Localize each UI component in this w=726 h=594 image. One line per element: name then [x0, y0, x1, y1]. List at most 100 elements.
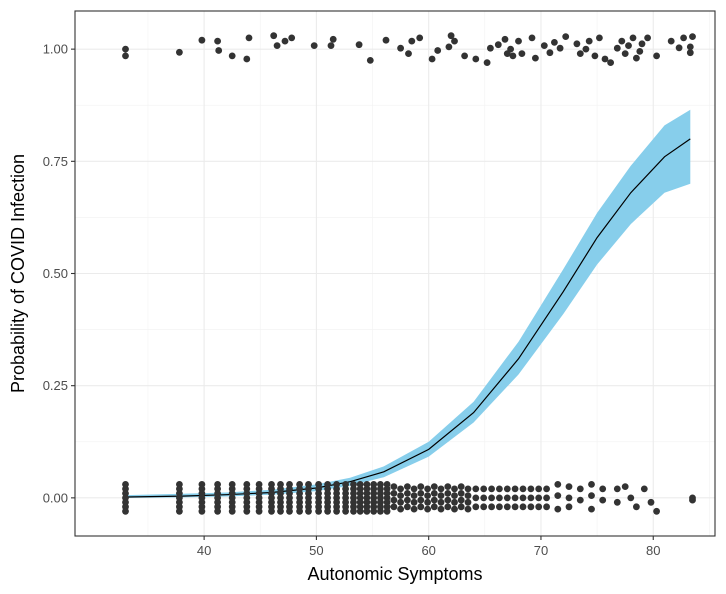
data-point — [417, 496, 425, 504]
x-tick-label: 60 — [421, 543, 435, 558]
data-point — [576, 50, 584, 57]
data-point — [554, 481, 562, 488]
data-point — [451, 505, 458, 513]
x-tick-label: 50 — [309, 543, 323, 558]
data-point — [437, 505, 445, 513]
data-point — [268, 507, 275, 515]
data-point — [599, 496, 607, 504]
data-point — [633, 503, 640, 511]
fit-line — [125, 138, 691, 498]
data-point — [618, 37, 626, 45]
x-tick-label: 70 — [534, 543, 548, 558]
data-point — [410, 492, 418, 499]
data-point — [519, 494, 527, 502]
data-point — [582, 45, 590, 53]
data-point — [627, 494, 635, 502]
data-point — [445, 43, 453, 51]
data-point — [176, 507, 183, 515]
data-point — [576, 496, 584, 504]
data-point — [417, 490, 425, 497]
data-point — [503, 494, 511, 502]
data-point — [451, 492, 458, 499]
data-point — [638, 40, 646, 48]
data-point — [543, 494, 550, 502]
data-point — [370, 507, 378, 515]
data-point — [424, 492, 431, 499]
data-point — [457, 496, 465, 504]
data-point — [540, 42, 548, 49]
data-point — [390, 496, 398, 504]
data-point — [588, 505, 595, 513]
data-point — [410, 485, 418, 493]
data-point — [404, 483, 411, 490]
data-point — [686, 49, 694, 57]
data-point — [397, 498, 404, 506]
data-point — [366, 57, 374, 64]
data-point — [245, 34, 253, 42]
data-point — [397, 44, 404, 52]
data-point — [430, 490, 438, 497]
data-point — [515, 37, 522, 45]
data-point — [480, 494, 488, 502]
data-point — [599, 485, 607, 493]
data-point — [410, 505, 418, 513]
data-point — [496, 485, 503, 493]
data-point — [428, 55, 436, 63]
y-tick-label: 0.75 — [43, 154, 68, 169]
data-point — [444, 496, 452, 504]
data-point — [675, 44, 683, 52]
data-point — [176, 48, 183, 56]
fit-line-group — [125, 138, 691, 498]
data-point — [488, 485, 495, 493]
data-point — [397, 485, 404, 493]
data-point — [390, 483, 398, 490]
data-point — [556, 44, 564, 52]
data-point — [277, 507, 284, 515]
data-point — [214, 507, 222, 515]
data-point — [480, 485, 488, 493]
y-axis-title: Probability of COVID Infection — [8, 154, 28, 393]
data-point — [621, 50, 629, 57]
x-tick-label: 40 — [197, 543, 211, 558]
data-point — [511, 485, 519, 493]
data-point — [228, 507, 236, 515]
data-point — [647, 498, 655, 506]
data-point — [667, 37, 675, 45]
data-point — [644, 34, 651, 42]
data-point — [607, 59, 614, 66]
data-point — [305, 507, 312, 515]
data-point — [122, 507, 129, 515]
data-point — [689, 33, 696, 40]
data-point — [509, 52, 517, 60]
data-point — [461, 52, 468, 60]
data-point — [333, 507, 340, 515]
data-point — [424, 498, 431, 506]
data-point — [424, 485, 431, 493]
data-point — [535, 485, 543, 493]
data-point — [680, 34, 687, 42]
data-point — [551, 39, 558, 46]
data-point — [451, 485, 458, 493]
data-point — [437, 498, 445, 506]
data-point — [535, 494, 543, 502]
data-point — [356, 507, 364, 515]
data-point — [437, 485, 445, 493]
data-point — [588, 492, 595, 499]
data-point — [507, 45, 514, 53]
data-point — [576, 485, 584, 493]
data-point — [417, 503, 425, 511]
data-point — [281, 37, 289, 45]
data-point — [527, 485, 535, 493]
data-point — [585, 37, 593, 45]
data-point — [404, 503, 411, 511]
data-point — [397, 492, 404, 499]
data-point — [273, 42, 281, 49]
data-point — [613, 44, 621, 52]
data-point — [464, 498, 472, 506]
data-point — [444, 503, 452, 511]
data-point — [480, 503, 488, 511]
data-point — [215, 47, 223, 54]
data-point — [625, 42, 632, 49]
data-point — [527, 494, 535, 502]
data-point — [554, 492, 562, 499]
